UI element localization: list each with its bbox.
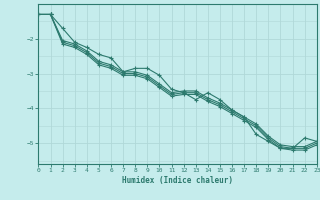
X-axis label: Humidex (Indice chaleur): Humidex (Indice chaleur) bbox=[122, 176, 233, 185]
